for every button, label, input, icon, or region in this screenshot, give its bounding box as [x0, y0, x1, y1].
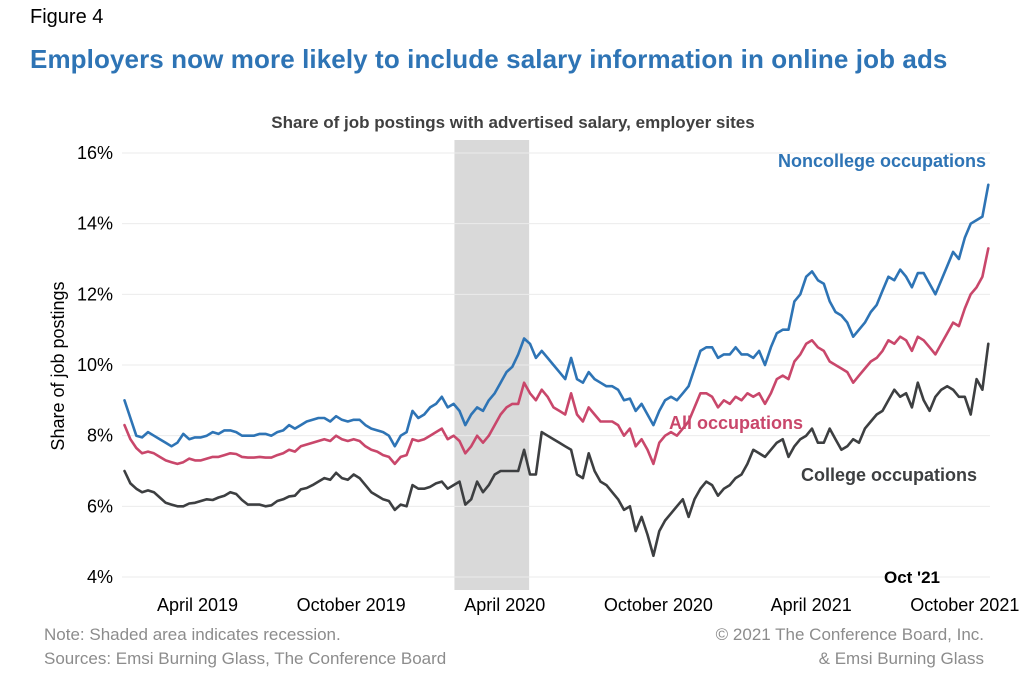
x-tick-label: October 2019	[297, 595, 406, 615]
annotation-oct-21: Oct '21	[884, 568, 940, 587]
y-tick-label: 16%	[77, 143, 113, 163]
y-tick-label: 12%	[77, 284, 113, 304]
series-line-college	[123, 342, 990, 558]
y-axis-label: Share of job postings	[48, 281, 68, 450]
figure-label: Figure 4	[30, 6, 104, 28]
copyright-line-2: & Emsi Burning Glass	[818, 649, 984, 668]
series-label-college: College occupations	[801, 465, 977, 485]
x-tick-label: April 2021	[771, 595, 852, 615]
series-line-all	[123, 247, 990, 466]
y-tick-label: 14%	[77, 214, 113, 234]
series-label-noncollege: Noncollege occupations	[778, 151, 986, 171]
series-label-all: All occupations	[669, 413, 803, 433]
gridlines	[122, 152, 990, 578]
x-axis: April 2019 October 2019 April 2020 October …	[157, 595, 1019, 615]
x-tick-label: April 2020	[464, 595, 545, 615]
footnote-sources: Sources: Emsi Burning Glass, The Confere…	[44, 649, 447, 668]
footnote-note: Note: Shaded area indicates recession.	[44, 625, 341, 644]
y-tick-label: 8%	[87, 426, 113, 446]
series-labels: Noncollege occupations All occupations Col…	[669, 151, 986, 485]
x-tick-label: April 2019	[157, 595, 238, 615]
y-axis: 4% 6% 8% 10% 12% 14% 16%	[77, 143, 113, 587]
series-lines	[123, 183, 990, 558]
headline: Employers now more likely to include sal…	[30, 44, 948, 74]
copyright-line-1: © 2021 The Conference Board, Inc.	[715, 625, 984, 644]
series-line-noncollege	[123, 183, 990, 448]
y-tick-label: 6%	[87, 496, 113, 516]
x-tick-label: October 2020	[604, 595, 713, 615]
y-tick-label: 10%	[77, 355, 113, 375]
x-tick-label: October 2021	[910, 595, 1019, 615]
chart-title: Share of job postings with advertised sa…	[271, 113, 754, 132]
y-tick-label: 4%	[87, 567, 113, 587]
